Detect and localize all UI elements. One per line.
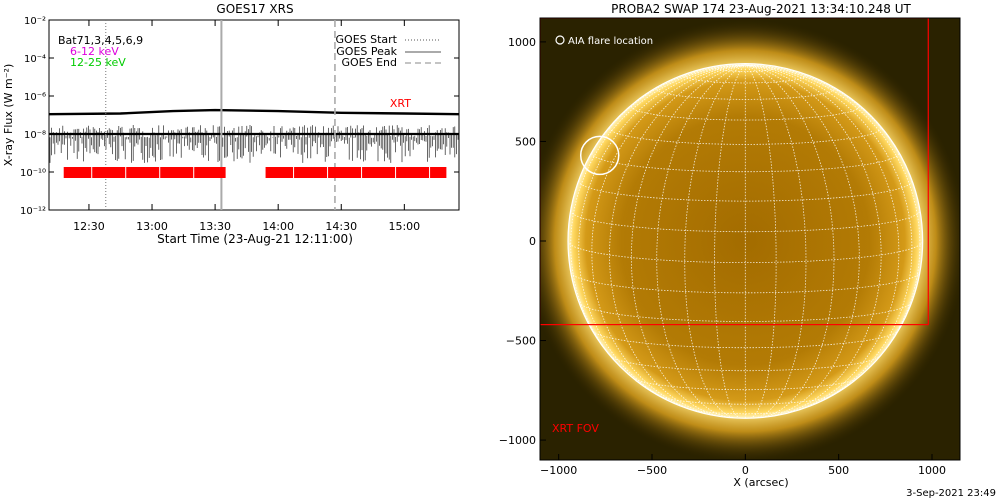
swap-x-tick-label: 1000 bbox=[918, 464, 946, 477]
goes-y-tick-label: 10⁻¹⁰ bbox=[20, 168, 46, 179]
goes-y-tick-label: 10⁻⁸ bbox=[24, 130, 46, 141]
footer-date: 3-Sep-2021 23:49 bbox=[906, 488, 996, 499]
swap-frame bbox=[539, 17, 961, 461]
goes-x-tick-label: 13:00 bbox=[136, 220, 168, 233]
grid-longitude-line bbox=[745, 64, 835, 419]
aia-flare-location-marker bbox=[579, 135, 620, 176]
legend-goes-end: GOES End bbox=[341, 56, 397, 69]
goes-x-label: Start Time (23-Aug-21 12:11:00) bbox=[157, 232, 353, 246]
grid-latitude-line bbox=[609, 355, 881, 372]
heliographic-grid bbox=[568, 64, 923, 419]
goes-legend: GOES Start GOES Peak GOES End bbox=[336, 33, 441, 69]
grid-latitude-line bbox=[592, 330, 899, 349]
swap-y-ticks: 1000 500 0 −500 −1000 bbox=[499, 36, 546, 447]
grid-longitude-line bbox=[656, 64, 746, 419]
swap-panel: PROBA2 SWAP 174 23-Aug-2021 13:34:10.248… bbox=[499, 2, 961, 489]
swap-y-tick-label: 0 bbox=[529, 235, 536, 248]
goes-flux-series bbox=[48, 108, 460, 116]
goes-x-tick-label: 12:30 bbox=[73, 220, 105, 233]
swap-x-tick-label: −1000 bbox=[540, 464, 577, 477]
grid-latitude-line bbox=[570, 272, 921, 294]
goes-y-label: X-ray Flux (W m⁻²) bbox=[2, 64, 15, 166]
goes-y-tick-label: 10⁻² bbox=[24, 16, 46, 27]
goes-y-tick-label: 10⁻⁴ bbox=[24, 54, 46, 65]
grid-longitude-line bbox=[745, 64, 777, 419]
xrt-fov-box bbox=[540, 18, 929, 326]
goes-plot-frame bbox=[48, 19, 460, 211]
grid-longitude-line bbox=[714, 64, 746, 419]
grid-longitude-line bbox=[745, 64, 807, 419]
swap-y-tick-label: 1000 bbox=[508, 36, 536, 49]
grid-longitude-line bbox=[745, 64, 900, 415]
sun-limb bbox=[567, 63, 924, 419]
swap-y-tick-label: −1000 bbox=[499, 434, 536, 447]
swap-x-tick-label: 0 bbox=[742, 464, 749, 477]
goes-line-1: Bat71,3,4,5,6,9 bbox=[58, 34, 143, 47]
xrt-label: XRT bbox=[390, 97, 411, 110]
grid-longitude-line bbox=[684, 64, 746, 419]
grid-latitude-line bbox=[578, 180, 913, 202]
goes-x-tick-label: 14:00 bbox=[262, 220, 294, 233]
swap-image: AIA flare location XRT FOV bbox=[540, 18, 960, 460]
goes-x-tick-label: 14:30 bbox=[325, 220, 357, 233]
goes-y-tick-label: 10⁻⁶ bbox=[24, 92, 46, 103]
goes-x-tick-label: 13:30 bbox=[199, 220, 231, 233]
grid-longitude-line bbox=[630, 64, 746, 417]
grid-longitude-line bbox=[578, 64, 746, 409]
goes-title: GOES17 XRS bbox=[216, 2, 293, 16]
swap-y-tick-label: 500 bbox=[515, 135, 536, 148]
legend-goes-start: GOES Start bbox=[336, 33, 398, 46]
swap-x-label: X (arcsec) bbox=[733, 476, 788, 489]
grid-longitude-line bbox=[570, 64, 746, 386]
grid-longitude-line bbox=[745, 64, 921, 386]
goes-x-tick-label: 15:00 bbox=[388, 220, 420, 233]
xrt-fov-label: XRT FOV bbox=[552, 422, 599, 435]
goes-line-2: 6-12 keV bbox=[70, 45, 119, 58]
goes-x-ticks: 12:30 13:00 13:30 14:00 14:30 15:00 bbox=[73, 20, 420, 233]
swap-y-tick-label: −500 bbox=[506, 335, 536, 348]
grid-latitude-line bbox=[632, 377, 859, 391]
goes-line-3: 12-25 keV bbox=[70, 56, 126, 69]
grid-longitude-line bbox=[745, 64, 913, 409]
flare-legend-text: AIA flare location bbox=[568, 36, 653, 47]
goes-y-tick-label: 10⁻¹² bbox=[20, 206, 46, 217]
grid-latitude-line bbox=[714, 67, 777, 72]
goes-marks bbox=[48, 20, 460, 210]
flare-legend-symbol bbox=[555, 35, 565, 45]
grid-latitude-line bbox=[688, 408, 803, 415]
xrt-segment-2 bbox=[265, 167, 447, 178]
goes-panel: GOES17 XRS Bat71,3,4,5,6,9 6-12 keV 12-2… bbox=[2, 2, 460, 246]
grid-longitude-line bbox=[591, 64, 746, 415]
swap-x-tick-label: −500 bbox=[637, 464, 667, 477]
swap-x-tick-label: 500 bbox=[828, 464, 849, 477]
grid-longitude-line bbox=[609, 64, 746, 417]
xrt-segment-1 bbox=[63, 167, 226, 178]
grid-longitude-line bbox=[745, 64, 860, 417]
grid-longitude-line bbox=[745, 64, 882, 417]
goes-y-ticks: 10⁻² 10⁻⁴ 10⁻⁶ 10⁻⁸ 10⁻¹⁰ 10⁻¹² bbox=[20, 16, 459, 217]
swap-x-ticks: −1000 −500 0 500 1000 bbox=[540, 454, 946, 477]
legend-goes-peak: GOES Peak bbox=[336, 45, 397, 58]
swap-title: PROBA2 SWAP 174 23-Aug-2021 13:34:10.248… bbox=[611, 2, 911, 16]
goes-text-lines: Bat71,3,4,5,6,9 6-12 keV 12-25 keV bbox=[58, 34, 143, 69]
